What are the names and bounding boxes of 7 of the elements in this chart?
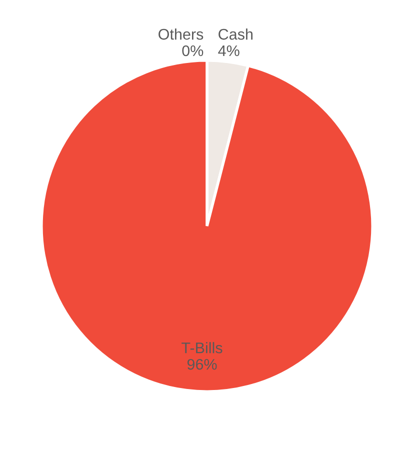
data-label: 4% <box>218 45 240 56</box>
slice-label: Cash <box>218 28 252 40</box>
data-label: 96% <box>187 358 217 370</box>
text: 0% <box>182 45 204 56</box>
category-label: Others <box>158 28 204 40</box>
slice-label: T-Bills <box>182 342 222 354</box>
pie-slice <box>40 59 374 393</box>
